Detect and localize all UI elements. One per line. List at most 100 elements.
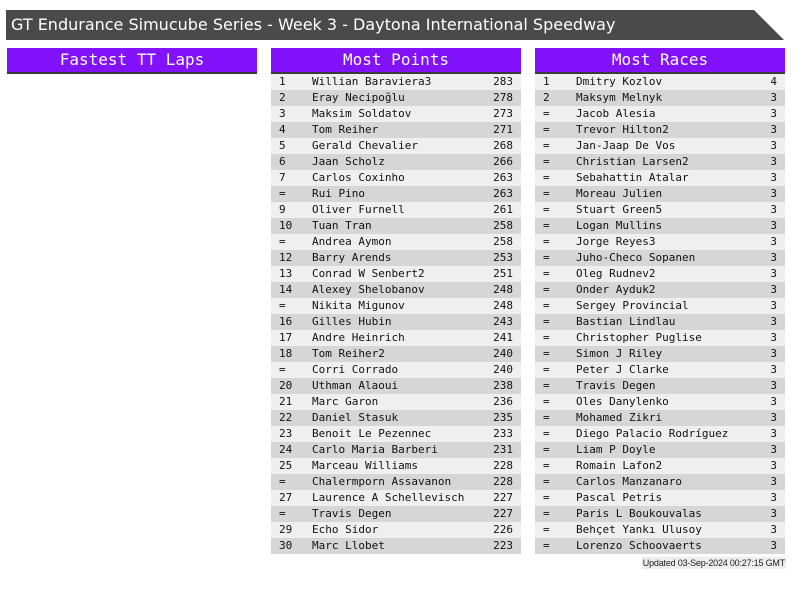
table-row: = Lorenzo Schoovaerts 3 xyxy=(535,538,785,554)
table-row: 9 Oliver Furnell 261 xyxy=(271,202,521,218)
driver-name-cell: Travis Degen xyxy=(576,379,656,392)
driver-name-cell: Simon J Riley xyxy=(576,347,663,360)
most-races-panel: Most Races 1 Dmitry Kozlov 4 2 Maksym Melnyk… xyxy=(535,48,785,554)
value-cell: 3 xyxy=(770,443,777,456)
table-row: = Moreau Julien 3 xyxy=(535,186,785,202)
driver-name-cell: Sebahattin Atalar xyxy=(576,171,689,184)
rank-cell: = xyxy=(543,139,550,152)
driver-name-cell: Laurence A Schellevisch xyxy=(312,491,465,504)
value-cell: 253 xyxy=(493,251,513,264)
driver-name-cell: Onder Ayduk2 xyxy=(576,283,656,296)
driver-name-cell: Carlo Maria Barberi xyxy=(312,443,438,456)
driver-name-cell: Eray Necipoğlu xyxy=(312,91,405,104)
table-row: = Pascal Petris 3 xyxy=(535,490,785,506)
table-row: 2 Eray Necipoğlu 278 xyxy=(271,90,521,106)
value-cell: 3 xyxy=(770,315,777,328)
rank-cell: 29 xyxy=(279,523,293,536)
rank-cell: = xyxy=(543,363,550,376)
table-row: = Jan-Jaap De Vos 3 xyxy=(535,138,785,154)
table-row: = Travis Degen 227 xyxy=(271,506,521,522)
driver-name-cell: Marceau Williams xyxy=(312,459,418,472)
rank-cell: 13 xyxy=(279,267,293,280)
rank-cell: = xyxy=(543,235,550,248)
value-cell: 231 xyxy=(493,443,513,456)
driver-name-cell: Carlos Manzanaro xyxy=(576,475,682,488)
rank-cell: = xyxy=(279,363,286,376)
table-row: 16 Gilles Hubin 243 xyxy=(271,314,521,330)
driver-name-cell: Maksym Melnyk xyxy=(576,91,663,104)
rank-cell: = xyxy=(279,235,286,248)
value-cell: 3 xyxy=(770,459,777,472)
table-row: = Romain Lafon2 3 xyxy=(535,458,785,474)
driver-name-cell: Corri Corrado xyxy=(312,363,399,376)
driver-name-cell: Moreau Julien xyxy=(576,187,663,200)
most-races-header: Most Races xyxy=(535,48,785,74)
rank-cell: = xyxy=(543,283,550,296)
table-row: = Peter J Clarke 3 xyxy=(535,362,785,378)
driver-name-cell: Barry Arends xyxy=(312,251,392,264)
rank-cell: = xyxy=(543,315,550,328)
table-row: 27 Laurence A Schellevisch 227 xyxy=(271,490,521,506)
driver-name-cell: Liam P Doyle xyxy=(576,443,656,456)
rank-cell: = xyxy=(543,379,550,392)
value-cell: 3 xyxy=(770,139,777,152)
value-cell: 3 xyxy=(770,363,777,376)
rank-cell: 30 xyxy=(279,539,293,552)
most-points-panel: Most Points 1 Willian Baraviera3 283 2 Eray … xyxy=(271,48,521,554)
most-points-list: 1 Willian Baraviera3 283 2 Eray Necipoğlu 278… xyxy=(271,74,521,554)
table-row: 6 Jaan Scholz 266 xyxy=(271,154,521,170)
driver-name-cell: Mohamed Zikri xyxy=(576,411,663,424)
rank-cell: 22 xyxy=(279,411,293,424)
rank-cell: = xyxy=(543,331,550,344)
table-row: = Rui Pino 263 xyxy=(271,186,521,202)
driver-name-cell: Daniel Stasuk xyxy=(312,411,399,424)
table-row: 1 Dmitry Kozlov 4 xyxy=(535,74,785,90)
driver-name-cell: Benoit Le Pezennec xyxy=(312,427,432,440)
rank-cell: = xyxy=(543,395,550,408)
rank-cell: = xyxy=(543,427,550,440)
page-title: GT Endurance Simucube Series - Week 3 - … xyxy=(6,10,784,40)
rank-cell: = xyxy=(543,411,550,424)
value-cell: 273 xyxy=(493,107,513,120)
rank-cell: = xyxy=(543,187,550,200)
updated-timestamp: Updated 03-Sep-2024 00:27:15 GMT xyxy=(641,557,786,569)
value-cell: 3 xyxy=(770,251,777,264)
value-cell: 243 xyxy=(493,315,513,328)
value-cell: 3 xyxy=(770,491,777,504)
table-row: = Juho-Checo Sopanen 3 xyxy=(535,250,785,266)
value-cell: 263 xyxy=(493,171,513,184)
value-cell: 271 xyxy=(493,123,513,136)
value-cell: 3 xyxy=(770,331,777,344)
table-row: 30 Marc Llobet 223 xyxy=(271,538,521,554)
value-cell: 268 xyxy=(493,139,513,152)
value-cell: 263 xyxy=(493,187,513,200)
table-row: = Nikita Migunov 248 xyxy=(271,298,521,314)
rank-cell: = xyxy=(279,187,286,200)
most-races-list: 1 Dmitry Kozlov 4 2 Maksym Melnyk 3 = Jacob Ale… xyxy=(535,74,785,554)
driver-name-cell: Oleg Rudnev2 xyxy=(576,267,656,280)
value-cell: 3 xyxy=(770,379,777,392)
rank-cell: 23 xyxy=(279,427,293,440)
table-row: = Bastian Lindlau 3 xyxy=(535,314,785,330)
value-cell: 3 xyxy=(770,267,777,280)
driver-name-cell: Rui Pino xyxy=(312,187,365,200)
value-cell: 261 xyxy=(493,203,513,216)
table-row: = Chalermporn Assavanon 228 xyxy=(271,474,521,490)
value-cell: 3 xyxy=(770,235,777,248)
rank-cell: 2 xyxy=(543,91,550,104)
table-row: = Sergey Provincial 3 xyxy=(535,298,785,314)
rank-cell: = xyxy=(279,507,286,520)
table-row: = Jorge Reyes3 3 xyxy=(535,234,785,250)
driver-name-cell: Andrea Aymon xyxy=(312,235,392,248)
rank-cell: 17 xyxy=(279,331,293,344)
table-row: = Logan Mullins 3 xyxy=(535,218,785,234)
rank-cell: = xyxy=(543,267,550,280)
driver-name-cell: Gilles Hubin xyxy=(312,315,392,328)
driver-name-cell: Peter J Clarke xyxy=(576,363,669,376)
value-cell: 3 xyxy=(770,171,777,184)
fastest-tt-laps-header: Fastest TT Laps xyxy=(7,48,257,74)
table-row: 12 Barry Arends 253 xyxy=(271,250,521,266)
value-cell: 3 xyxy=(770,395,777,408)
table-row: 3 Maksim Soldatov 273 xyxy=(271,106,521,122)
table-row: 10 Tuan Tran 258 xyxy=(271,218,521,234)
